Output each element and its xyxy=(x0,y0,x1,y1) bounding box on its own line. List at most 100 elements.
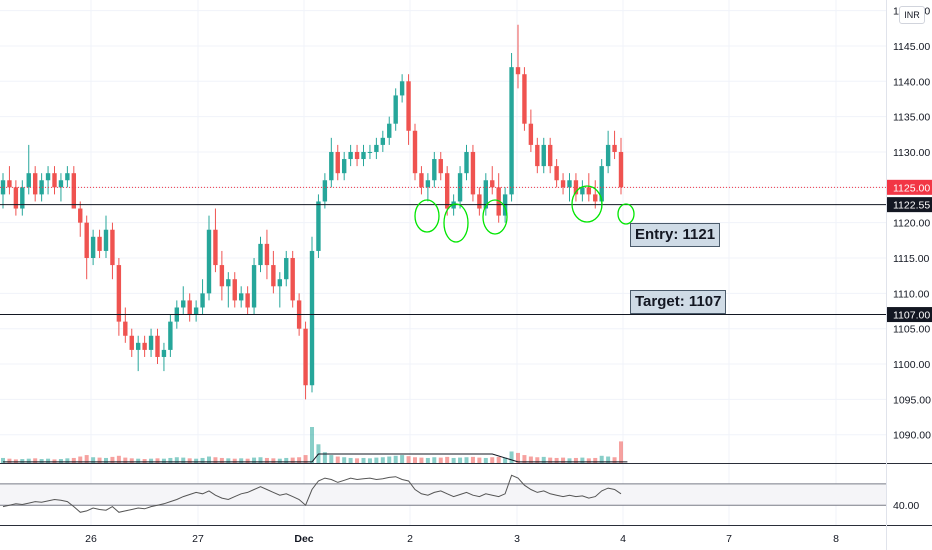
candle-body xyxy=(238,293,244,301)
volume-bar xyxy=(181,457,186,463)
candle-body xyxy=(155,335,160,357)
entry-price-badge-bg xyxy=(887,197,932,213)
candle-body xyxy=(168,321,173,350)
oscillator-tick-label: 40.00 xyxy=(893,500,919,512)
candle-body xyxy=(103,229,109,251)
y-tick-label: 1095.00 xyxy=(893,394,931,406)
volume-bar xyxy=(522,455,527,463)
volume-bar xyxy=(567,458,572,463)
last-price-badge: 1125.00 xyxy=(887,179,932,195)
y-tick-label: 1140.00 xyxy=(893,76,930,88)
x-tick-label: 27 xyxy=(192,533,204,545)
candle-body xyxy=(187,300,192,315)
candle-body xyxy=(110,229,115,266)
volume-bar xyxy=(310,427,314,463)
candle-body xyxy=(142,342,147,350)
candle-body xyxy=(84,222,89,259)
candle-body xyxy=(316,201,321,251)
y-tick-label: 1090.00 xyxy=(893,430,931,442)
volume-bar xyxy=(78,456,83,463)
target-price-badge-text: 1107.00 xyxy=(893,310,930,322)
oscillator-pane: 40.00 xyxy=(0,474,919,513)
currency-label[interactable]: INR xyxy=(899,6,925,24)
candle-body xyxy=(522,74,527,124)
volume-bar xyxy=(91,457,96,463)
candle-body xyxy=(483,180,489,209)
candle-body xyxy=(303,328,308,386)
volume-bar xyxy=(84,455,89,463)
candle-body xyxy=(432,159,437,181)
volume-bar xyxy=(71,457,76,463)
volume-bar xyxy=(516,452,520,463)
volume-bar xyxy=(573,457,578,463)
candle-body xyxy=(367,151,373,153)
circle-markups xyxy=(414,185,635,243)
volume-bar xyxy=(303,455,308,463)
volume-bar xyxy=(561,457,566,463)
volume-bar xyxy=(168,457,173,463)
volume-bar xyxy=(277,458,282,463)
volume-bar xyxy=(149,458,154,463)
candle-body xyxy=(573,180,579,195)
volume-series xyxy=(1,427,628,463)
candle-body xyxy=(26,173,31,188)
candle-body xyxy=(399,81,405,96)
volume-bar xyxy=(400,455,405,463)
candle-body xyxy=(580,187,585,195)
volume-bar xyxy=(245,458,250,463)
candle-body xyxy=(541,144,546,167)
candle-body xyxy=(412,130,418,174)
candle-body xyxy=(258,243,263,266)
candle-body xyxy=(515,67,521,75)
volume-bar xyxy=(580,457,585,463)
volume-bar xyxy=(129,458,134,463)
candle-body xyxy=(245,293,250,308)
candle-series xyxy=(0,24,624,400)
y-tick-label: 1110.00 xyxy=(893,288,930,300)
y-tick-label: 1135.00 xyxy=(893,112,930,124)
volume-bar xyxy=(477,457,482,463)
volume-bar xyxy=(207,456,211,463)
x-tick-label: 3 xyxy=(514,533,520,545)
volume-bar xyxy=(104,457,108,463)
candle-body xyxy=(52,173,57,188)
candle-body xyxy=(618,151,624,188)
candle-body xyxy=(277,279,283,287)
volume-bar xyxy=(13,459,18,463)
volume-bar xyxy=(110,456,115,463)
candle-body xyxy=(264,243,270,266)
candle-body xyxy=(567,180,572,188)
entry-annotation: Entry: 1121 xyxy=(630,223,721,247)
highlight-circle xyxy=(482,199,508,235)
candle-body xyxy=(477,194,482,209)
volume-bar xyxy=(329,455,334,463)
candle-body xyxy=(593,194,598,202)
candle-body xyxy=(535,144,540,167)
volume-bar xyxy=(355,458,360,463)
volume-bar xyxy=(445,456,450,463)
candle-body xyxy=(509,67,514,195)
candle-body xyxy=(123,321,128,336)
volume-bar xyxy=(219,457,224,463)
volume-bar xyxy=(483,457,488,463)
volume-bar xyxy=(374,457,379,463)
candle-body xyxy=(135,342,141,350)
volume-bar xyxy=(393,455,398,463)
volume-bar xyxy=(619,441,623,463)
volume-bar xyxy=(606,456,611,463)
volume-bar xyxy=(413,457,417,463)
volume-bar xyxy=(116,455,121,463)
candle-body xyxy=(361,151,366,160)
volume-bar xyxy=(509,451,514,463)
entry-price-badge-text: 1122.55 xyxy=(893,200,930,212)
volume-bar xyxy=(451,457,456,463)
candle-body xyxy=(374,144,379,152)
candle-body xyxy=(605,144,611,167)
volume-bar xyxy=(496,456,501,463)
highlight-circle xyxy=(414,199,440,233)
candle-body xyxy=(599,166,604,202)
volume-bar xyxy=(97,457,102,463)
candle-body xyxy=(393,95,398,124)
